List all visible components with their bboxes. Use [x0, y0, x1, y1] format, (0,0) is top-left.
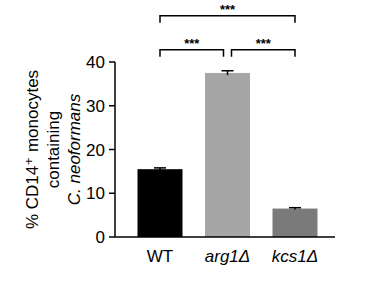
y-axis-label: containing	[44, 111, 63, 189]
error-cap	[154, 167, 166, 169]
y-tick-label: 10	[86, 184, 105, 203]
y-tick	[109, 236, 115, 238]
bar	[273, 209, 318, 237]
significance-label: ***	[220, 2, 236, 17]
significance-bracket	[160, 16, 295, 23]
error-cap	[222, 70, 234, 72]
y-tick	[109, 61, 115, 63]
y-tick	[109, 105, 115, 107]
y-tick-label: 20	[86, 141, 105, 160]
y-tick	[109, 149, 115, 151]
bar	[205, 73, 250, 237]
y-tick-label: 0	[96, 228, 105, 247]
y-tick-label: 40	[86, 53, 105, 72]
significance-label: ***	[184, 36, 200, 51]
y-tick	[109, 193, 115, 195]
error-bar	[222, 71, 234, 75]
bars	[138, 71, 318, 237]
error-bar	[154, 168, 166, 171]
y-axis-label: C. neoformans	[65, 93, 84, 205]
x-tick-label: arg1Δ	[205, 247, 250, 266]
significance-label: ***	[256, 36, 272, 51]
bar	[138, 169, 183, 237]
x-axis	[115, 236, 335, 238]
y-tick-label: 30	[86, 97, 105, 116]
chart: 0 10 20 30 40 WT arg1Δ kcs1Δ % CD14⁺ monocytesco…	[0, 0, 375, 281]
significance-bracket	[232, 50, 296, 57]
error-cap	[289, 207, 301, 209]
x-tick-label: kcs1Δ	[272, 247, 318, 266]
x-tick-label: WT	[147, 247, 173, 266]
error-bar	[289, 208, 301, 210]
y-axis-label: % CD14⁺ monocytes	[23, 70, 42, 229]
significance-bracket	[160, 50, 224, 57]
